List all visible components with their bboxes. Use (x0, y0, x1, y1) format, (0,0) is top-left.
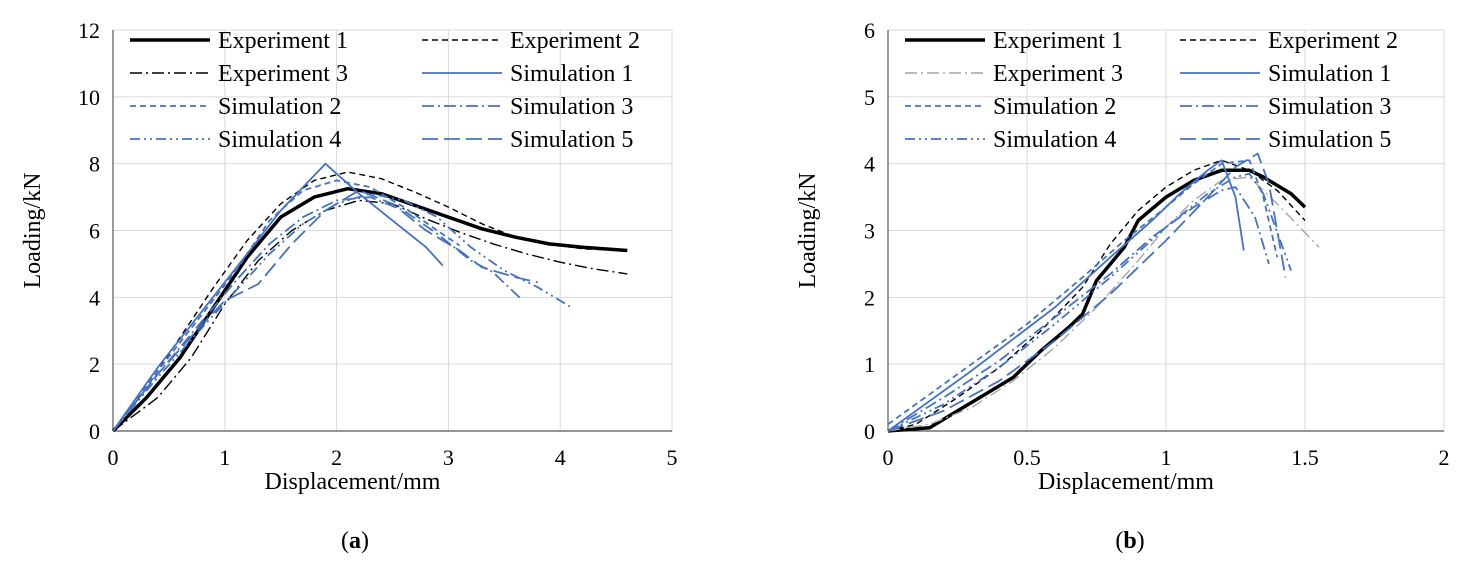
legend-label: Experiment 2 (510, 28, 640, 54)
x-axis-title: Displacement/mm (1038, 469, 1214, 495)
y-tick-label: 4 (864, 152, 875, 177)
y-axis-title: Loading/kN (20, 173, 46, 289)
x-tick-label: 2 (331, 445, 342, 470)
panel-caption: (a) (341, 528, 369, 554)
y-tick-label: 1 (864, 352, 875, 377)
x-tick-label: 2 (1439, 445, 1450, 470)
panel-caption: (b) (1115, 528, 1144, 554)
series-line-simulation-3 (112, 196, 522, 432)
series-lines (887, 152, 1320, 433)
legend-label: Simulation 1 (1268, 61, 1391, 87)
x-axis-title: Displacement/mm (265, 469, 441, 495)
legend-label: Simulation 2 (993, 94, 1116, 120)
series-line-simulation-4 (887, 172, 1292, 432)
series-line-simulation-1 (887, 159, 1245, 432)
series-line-experiment-1 (887, 168, 1307, 433)
series-line-simulation-5 (112, 189, 538, 432)
legend-label: Simulation 2 (218, 94, 341, 120)
legend-label: Simulation 4 (993, 127, 1116, 153)
y-tick-label: 0 (864, 419, 875, 444)
series-line-simulation-2 (112, 179, 461, 432)
series-line-simulation-3 (887, 186, 1270, 432)
legend-label: Simulation 5 (510, 127, 633, 153)
legend-label: Simulation 3 (510, 94, 633, 120)
legend-label: Experiment 1 (218, 28, 348, 54)
y-tick-label: 0 (89, 419, 100, 444)
x-tick-label: 5 (667, 445, 678, 470)
legend-label: Experiment 3 (218, 61, 348, 87)
y-axis-title: Loading/kN (795, 173, 821, 289)
x-tick-label: 0 (883, 445, 894, 470)
series-line-experiment-2 (887, 159, 1306, 432)
y-tick-label: 4 (89, 285, 100, 310)
legend-label: Experiment 1 (993, 28, 1123, 54)
series-line-simulation-2 (887, 159, 1279, 426)
legend-label: Simulation 4 (218, 127, 341, 153)
series-line-simulation-4 (112, 192, 572, 432)
y-tick-label: 5 (864, 85, 875, 110)
y-tick-label: 6 (89, 219, 100, 244)
series-lines (111, 162, 628, 433)
x-tick-label: 1 (219, 445, 230, 470)
x-tick-label: 1.5 (1291, 445, 1319, 470)
legend-label: Simulation 5 (1268, 127, 1391, 153)
y-tick-label: 12 (78, 18, 100, 43)
y-tick-label: 6 (864, 18, 875, 43)
x-tick-label: 3 (443, 445, 454, 470)
legend-label: Experiment 2 (1268, 28, 1398, 54)
legend: Experiment 1 Experiment 2 Experiment 3 Simu… (130, 28, 640, 153)
series-line-simulation-1 (112, 162, 444, 432)
y-tick-label: 3 (864, 219, 875, 244)
series-line-experiment-2 (112, 171, 628, 432)
y-tick-label: 2 (864, 285, 875, 310)
series-line-experiment-1 (111, 186, 628, 433)
legend-label: Experiment 3 (993, 61, 1123, 87)
x-tick-label: 4 (555, 445, 566, 470)
chart-a: 0 1 2 3 4 5024681012Displacement/mmLoading/kN… (20, 18, 678, 554)
x-tick-label: 0 (108, 445, 119, 470)
series-line-simulation-5 (887, 152, 1287, 432)
series-line-experiment-3 (887, 176, 1320, 432)
y-tick-label: 2 (89, 352, 100, 377)
x-tick-label: 1 (1161, 445, 1172, 470)
chart-b: 0 0.5 1 1.5 2 0 1 2 3 4 5 6 Displacement/mm Loading/k… (795, 18, 1450, 554)
y-tick-label: 8 (89, 152, 100, 177)
legend: Experiment 1 Experiment 2 Experiment 3 Simu… (905, 28, 1398, 153)
legend-label: Simulation 1 (510, 61, 633, 87)
legend-label: Simulation 3 (1268, 94, 1391, 120)
y-tick-label: 10 (78, 85, 100, 110)
x-tick-label: 0.5 (1013, 445, 1041, 470)
gridlines (113, 29, 673, 431)
series-line-experiment-3 (112, 199, 628, 432)
